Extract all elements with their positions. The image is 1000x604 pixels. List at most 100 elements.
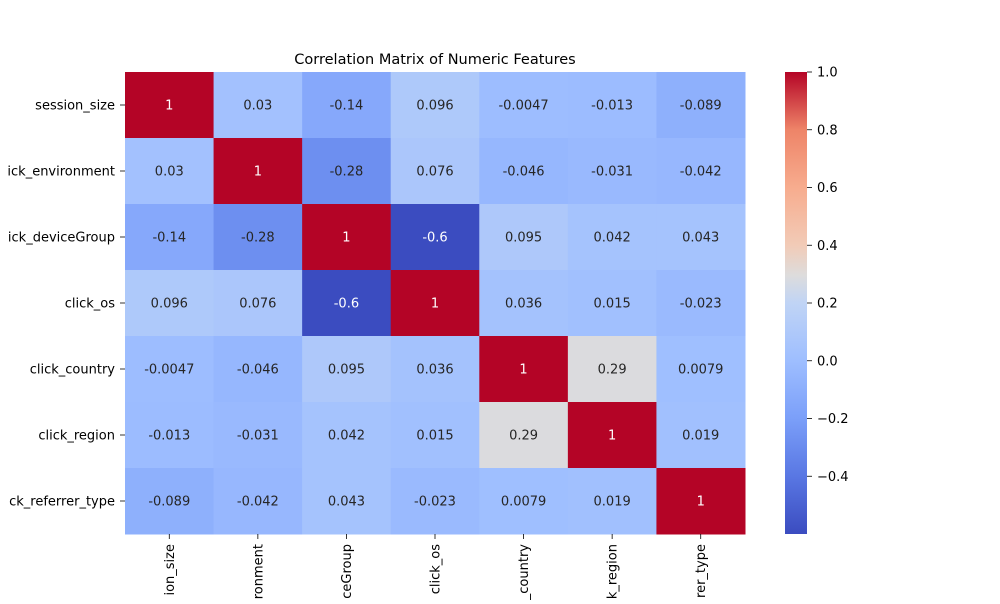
cell-annotation: 0.019 xyxy=(594,495,631,510)
colorbar-tick-label: 0.2 xyxy=(817,297,838,312)
cell-annotation: -0.089 xyxy=(148,495,190,510)
cell-annotation: -0.013 xyxy=(591,99,633,114)
heatmap-cell xyxy=(213,72,303,139)
heatmap-cell xyxy=(213,270,303,337)
heatmap-cell xyxy=(656,336,746,403)
heatmap-cell xyxy=(656,204,746,271)
cell-annotation: 0.019 xyxy=(682,429,719,444)
colorbar: 1.0 0.8 0.6 0.4 0.2 0.0 −0.2 −0.4 xyxy=(785,66,849,534)
cell-annotation: 0.042 xyxy=(594,231,631,246)
heatmap-cell xyxy=(479,468,569,535)
heatmap-cell xyxy=(567,468,657,535)
cell-annotation: 0.095 xyxy=(328,363,365,378)
cell-annotation: -0.14 xyxy=(152,231,186,246)
column-tick-label: ion_size xyxy=(163,544,178,596)
heatmap-cell xyxy=(567,336,657,403)
heatmap-cell xyxy=(125,336,215,403)
cell-annotation: 0.29 xyxy=(509,429,538,444)
cell-annotation: 1 xyxy=(697,495,705,510)
cell-annotation: -0.28 xyxy=(330,165,364,180)
column-tick-label: k_region xyxy=(606,544,621,599)
cell-annotation: 0.043 xyxy=(682,231,719,246)
heatmap-cell xyxy=(213,204,303,271)
row-tick-label: click_os xyxy=(65,297,116,312)
colorbar-tick-label: 0.8 xyxy=(817,123,838,138)
heatmap-cells: 1 0.03 -0.14 0.096 -0.0047 -0.013 -0.089 0.03 1 -… xyxy=(125,72,746,535)
cell-annotation: -0.14 xyxy=(330,99,364,114)
heatmap-cell xyxy=(125,138,215,205)
column-tick-labels: ion_size ronment ceGroup click_os _country k_… xyxy=(163,534,709,601)
heatmap-cell xyxy=(302,204,392,271)
colorbar-tick-label: 0.6 xyxy=(817,181,838,196)
column-tick-label: click_os xyxy=(429,544,444,595)
row-tick-label: session_size xyxy=(35,99,115,114)
colorbar-gradient xyxy=(785,72,807,534)
cell-annotation: 1 xyxy=(342,231,350,246)
cell-annotation: -0.031 xyxy=(237,429,279,444)
colorbar-tick-label: 0.4 xyxy=(817,239,838,254)
heatmap-cell xyxy=(390,72,480,139)
colorbar-tick-label: 1.0 xyxy=(817,66,838,81)
cell-annotation: -0.6 xyxy=(334,297,359,312)
heatmap-cell xyxy=(302,270,392,337)
heatmap-cell xyxy=(302,72,392,139)
heatmap-cell xyxy=(479,270,569,337)
colorbar-tick-label: −0.4 xyxy=(817,470,849,485)
heatmap-cell xyxy=(656,270,746,337)
heatmap-cell xyxy=(479,138,569,205)
cell-annotation: -0.023 xyxy=(680,297,722,312)
cell-annotation: -0.0047 xyxy=(498,99,548,114)
row-tick-label: ick_environment xyxy=(7,165,115,180)
heatmap-cell xyxy=(125,270,215,337)
heatmap-cell xyxy=(656,468,746,535)
chart-title: Correlation Matrix of Numeric Features xyxy=(294,52,575,68)
column-tick-label: rer_type xyxy=(694,544,709,598)
colorbar-tick-label: 0.0 xyxy=(817,354,838,369)
heatmap-cell xyxy=(125,204,215,271)
cell-annotation: 1 xyxy=(519,363,527,378)
heatmap-cell xyxy=(656,138,746,205)
heatmap-cell xyxy=(567,72,657,139)
heatmap-cell xyxy=(567,138,657,205)
heatmap-cell xyxy=(390,336,480,403)
heatmap-cell xyxy=(656,402,746,469)
heatmap-cell xyxy=(390,138,480,205)
cell-annotation: -0.6 xyxy=(422,231,447,246)
cell-annotation: 1 xyxy=(254,165,262,180)
column-tick-label: ceGroup xyxy=(340,544,355,599)
heatmap-cell xyxy=(390,204,480,271)
heatmap-cell xyxy=(302,402,392,469)
cell-annotation: -0.046 xyxy=(503,165,545,180)
cell-annotation: 1 xyxy=(165,99,173,114)
heatmap-cell xyxy=(479,204,569,271)
cell-annotation: 1 xyxy=(431,297,439,312)
row-tick-label: click_region xyxy=(38,429,115,444)
heatmap-cell xyxy=(302,336,392,403)
cell-annotation: 0.03 xyxy=(155,165,184,180)
cell-annotation: 0.096 xyxy=(151,297,188,312)
heatmap-cell xyxy=(656,72,746,139)
cell-annotation: 0.043 xyxy=(328,495,365,510)
cell-annotation: 0.076 xyxy=(416,165,453,180)
heatmap-cell xyxy=(390,270,480,337)
heatmap-cell xyxy=(125,402,215,469)
cell-annotation: -0.046 xyxy=(237,363,279,378)
cell-annotation: -0.042 xyxy=(237,495,279,510)
cell-annotation: 0.015 xyxy=(594,297,631,312)
cell-annotation: 0.29 xyxy=(598,363,627,378)
heatmap-cell xyxy=(390,468,480,535)
heatmap-cell xyxy=(213,468,303,535)
heatmap-cell xyxy=(567,204,657,271)
row-tick-label: ck_referrer_type xyxy=(9,495,115,510)
cell-annotation: 0.03 xyxy=(243,99,272,114)
heatmap-cell xyxy=(213,138,303,205)
colorbar-tick-label: −0.2 xyxy=(817,412,849,427)
cell-annotation: 0.0079 xyxy=(501,495,547,510)
row-tick-label: ick_deviceGroup xyxy=(8,231,115,246)
cell-annotation: 0.076 xyxy=(239,297,276,312)
heatmap-cell xyxy=(213,402,303,469)
row-tick-labels: session_size ick_environment ick_deviceGro… xyxy=(7,99,125,510)
cell-annotation: -0.089 xyxy=(680,99,722,114)
